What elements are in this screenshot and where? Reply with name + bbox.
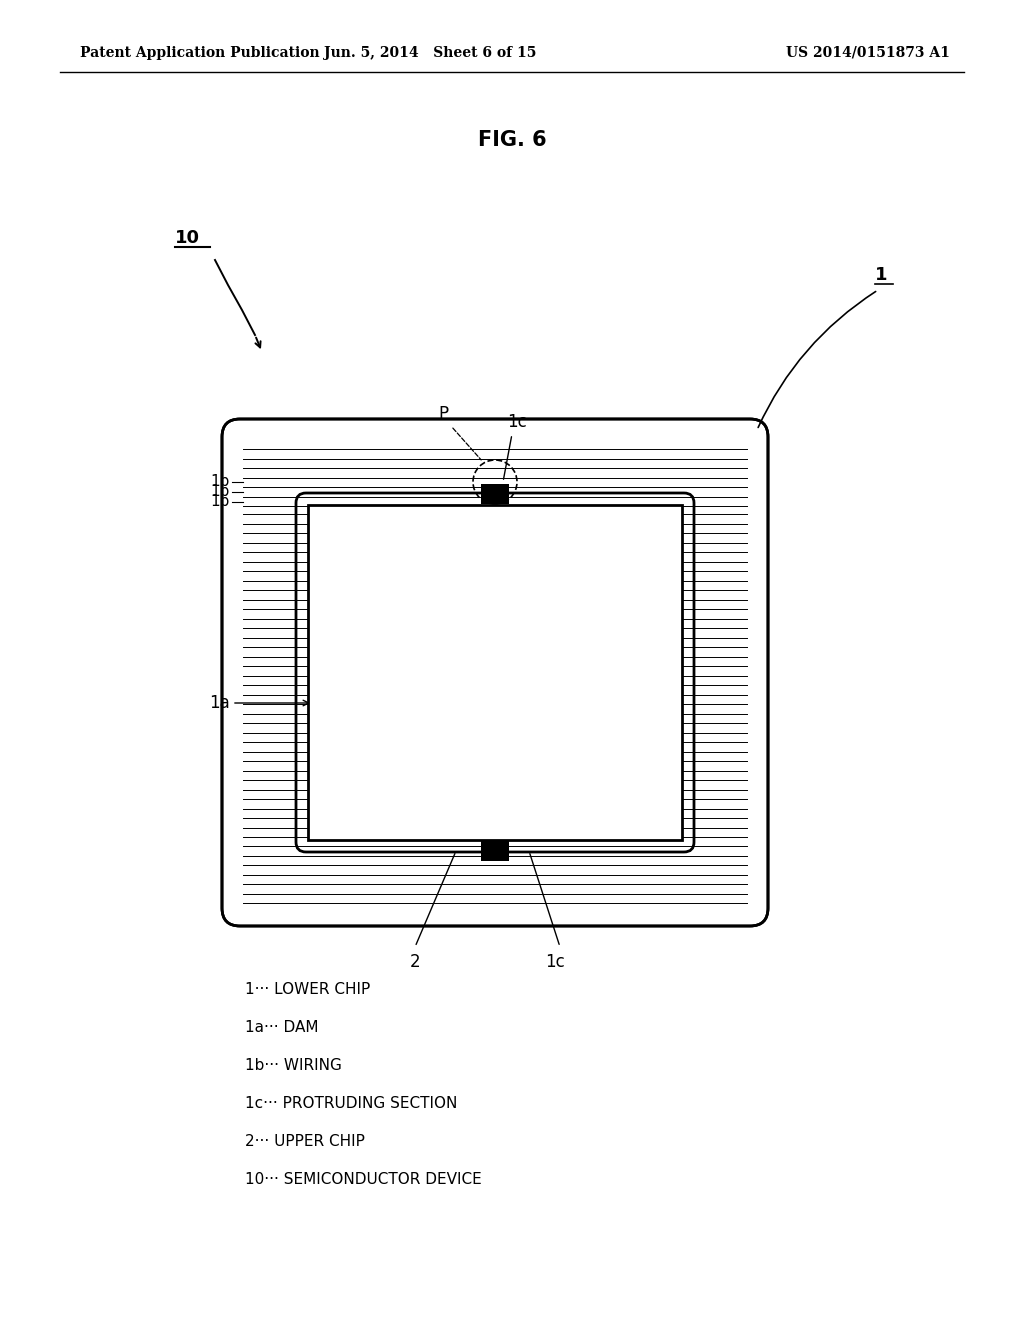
Bar [481, 484, 509, 504]
Text: 1b: 1b [211, 495, 230, 510]
Text: 1: 1 [874, 267, 888, 284]
Text: 2: 2 [410, 953, 420, 972]
Text: Patent Application Publication: Patent Application Publication [80, 46, 319, 59]
Text: Jun. 5, 2014   Sheet 6 of 15: Jun. 5, 2014 Sheet 6 of 15 [324, 46, 537, 59]
Text: P: P [438, 405, 449, 422]
Text: 1a··· DAM: 1a··· DAM [245, 1020, 318, 1035]
Text: 1b: 1b [211, 484, 230, 499]
Bar [308, 506, 682, 840]
Text: 1b··· WIRING: 1b··· WIRING [245, 1059, 342, 1073]
Text: US 2014/0151873 A1: US 2014/0151873 A1 [786, 46, 950, 59]
Bar [481, 841, 509, 861]
Text: 1c: 1c [507, 413, 526, 432]
FancyBboxPatch shape [222, 418, 768, 927]
Text: 10: 10 [175, 228, 200, 247]
Text: 1b: 1b [211, 474, 230, 490]
Text: 1a: 1a [209, 694, 230, 711]
Text: 1c··· PROTRUDING SECTION: 1c··· PROTRUDING SECTION [245, 1097, 458, 1111]
Bar [228, 425, 762, 920]
Text: 10··· SEMICONDUCTOR DEVICE: 10··· SEMICONDUCTOR DEVICE [245, 1172, 481, 1188]
Text: 1c: 1c [545, 953, 565, 972]
Text: 1··· LOWER CHIP: 1··· LOWER CHIP [245, 982, 371, 998]
Text: FIG. 6: FIG. 6 [477, 129, 547, 150]
Text: 2··· UPPER CHIP: 2··· UPPER CHIP [245, 1134, 365, 1150]
